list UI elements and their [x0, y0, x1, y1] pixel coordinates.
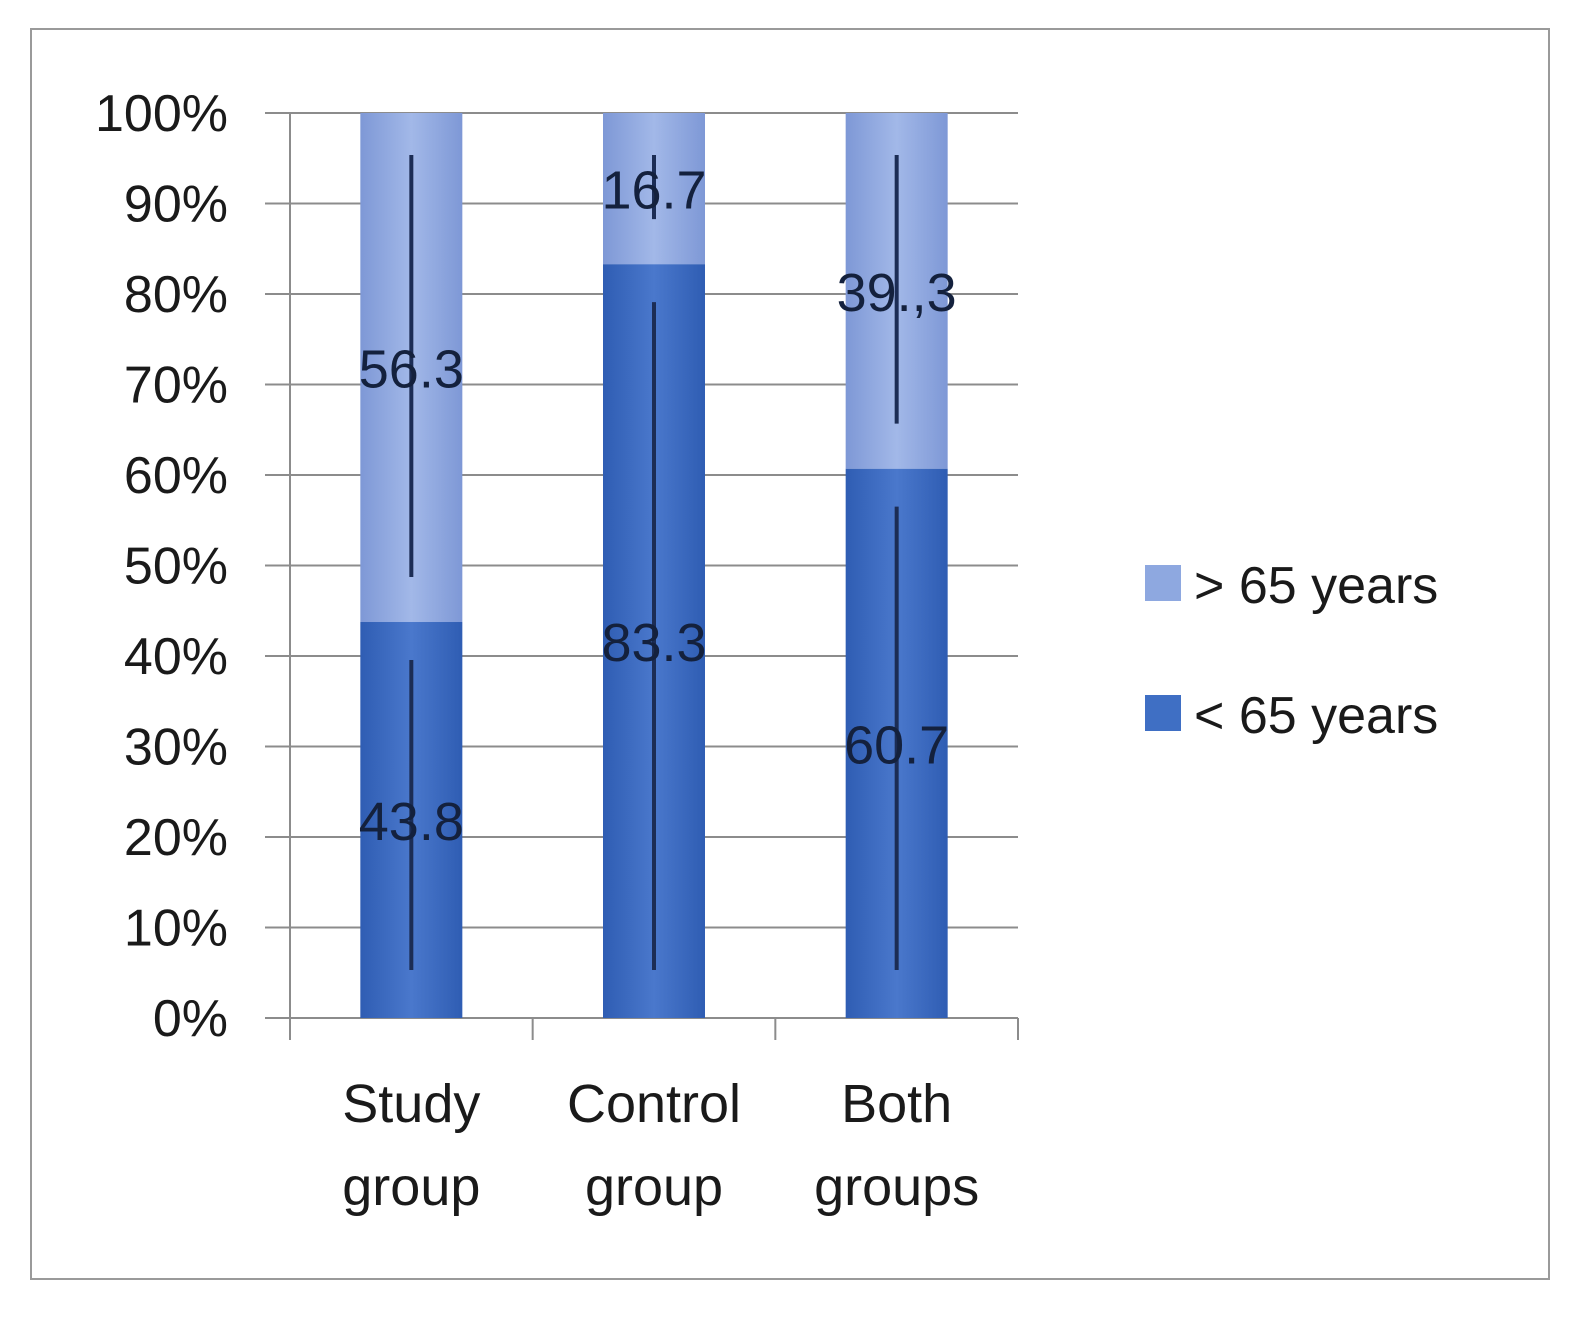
x-axis-label: groups [814, 1157, 979, 1217]
data-label-over-65: 56.3 [359, 340, 464, 400]
x-axis-label: Study [342, 1074, 480, 1134]
bars [360, 113, 948, 1018]
data-label-under-65: 83.3 [601, 613, 706, 673]
x-axis [289, 113, 1019, 1040]
y-tick-label: 0% [153, 990, 228, 1048]
y-tick-label: 80% [124, 266, 228, 324]
y-axis-ticks: 0% 10% 20% 30% 40% 50% 60% 70% 80% 90% 100% [95, 85, 228, 1048]
y-tick-label: 40% [124, 628, 228, 686]
y-tick-label: 100% [95, 85, 228, 143]
legend-swatch [1145, 565, 1181, 601]
y-tick-label: 50% [124, 538, 228, 596]
legend-label: > 65 years [1194, 557, 1438, 615]
x-axis-label: group [585, 1157, 723, 1217]
y-tick-label: 90% [124, 176, 228, 234]
data-label-over-65: 39.,3 [837, 263, 957, 323]
y-tick-label: 20% [124, 809, 228, 867]
y-tick-label: 60% [124, 447, 228, 505]
x-axis-label: Control [567, 1074, 741, 1134]
y-tick-label: 70% [124, 357, 228, 415]
y-tick-label: 30% [124, 719, 228, 777]
x-axis-label: Both [841, 1074, 952, 1134]
data-label-under-65: 60.7 [844, 715, 949, 775]
legend-label: < 65 years [1194, 687, 1438, 745]
x-axis-labels: Study group Control group Both groups [342, 1074, 979, 1217]
legend: > 65 years < 65 years [1145, 557, 1438, 745]
y-tick-label: 10% [124, 900, 228, 958]
data-label-over-65: 16.7 [601, 161, 706, 221]
x-axis-label: group [342, 1157, 480, 1217]
chart-frame [30, 28, 1550, 1280]
data-labels: 43.8 56.3 83.3 16.7 60.7 39.,3 [359, 161, 957, 852]
legend-swatch [1145, 695, 1181, 731]
data-label-under-65: 43.8 [359, 792, 464, 852]
